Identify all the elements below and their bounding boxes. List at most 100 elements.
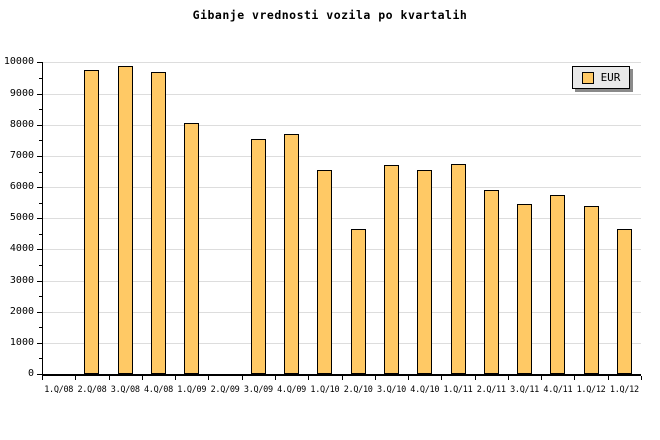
y-axis	[42, 62, 43, 376]
bar-4.Q/09	[284, 134, 300, 374]
x-tick-label-10: 3.Q/10	[376, 385, 406, 395]
x-tick-0	[42, 376, 43, 380]
y-tick-label-7000: 7000	[9, 149, 34, 161]
y-major-tick-4000	[37, 249, 42, 251]
x-tick-label-8: 1.Q/10	[310, 385, 340, 395]
gridline-7000	[43, 155, 641, 157]
bar-1.Q/10	[317, 169, 333, 374]
x-tick-label-12: 1.Q/11	[443, 385, 473, 395]
chart-title: Gibanje vrednosti vozila po kvartalih	[192, 8, 468, 22]
x-tick-13	[474, 376, 476, 380]
x-tick-8	[308, 376, 310, 380]
x-tick-10	[374, 376, 376, 380]
bar-4.Q/10	[417, 169, 433, 374]
y-minor-tick-3500	[39, 264, 42, 266]
x-tick-6	[241, 376, 243, 380]
gridline-4000	[43, 249, 641, 251]
y-minor-tick-500	[39, 358, 42, 360]
bar-3.Q/08	[117, 65, 133, 374]
x-tick-label-0: 1.Q/08	[44, 385, 74, 395]
bar-4.Q/08	[151, 71, 166, 374]
x-tick-label-7: 4.Q/09	[277, 385, 306, 395]
y-major-tick-3000	[37, 280, 42, 282]
y-minor-tick-9500	[39, 78, 42, 79]
y-tick-label-5000: 5000	[9, 212, 34, 224]
y-tick-label-4000: 4000	[9, 243, 34, 255]
bar-1.Q/12	[616, 229, 632, 374]
legend-box: EUR	[572, 66, 630, 89]
x-tick-15	[541, 376, 543, 380]
bar-2.Q/11	[483, 190, 499, 374]
y-tick-label-6000: 6000	[9, 181, 34, 192]
y-tick-label-2000: 2000	[9, 305, 34, 317]
y-minor-tick-7500	[39, 140, 42, 142]
x-tick-label-9: 2.Q/10	[343, 385, 373, 395]
gridline-2000	[43, 311, 641, 313]
gridline-10000	[43, 62, 641, 64]
x-tick-5	[208, 376, 210, 380]
x-axis	[42, 374, 641, 376]
x-tick-12	[441, 376, 443, 380]
y-tick-label-10000: 10000	[3, 56, 34, 68]
x-tick-label-4: 1.Q/09	[177, 385, 207, 395]
bar-2.Q/10	[350, 229, 366, 374]
y-tick-label-9000: 9000	[9, 87, 34, 99]
x-tick-11	[408, 376, 410, 380]
y-major-tick-10000	[37, 62, 42, 64]
y-major-tick-8000	[37, 124, 42, 126]
bar-3.Q/11	[517, 204, 532, 374]
y-minor-tick-6500	[39, 171, 42, 173]
bar-2.Q/08	[84, 70, 100, 374]
y-major-tick-0	[37, 374, 42, 375]
y-major-tick-7000	[37, 155, 42, 157]
legend-label-eur: EUR	[600, 70, 621, 84]
x-tick-9	[341, 376, 343, 380]
y-minor-tick-4500	[39, 233, 42, 235]
gridline-3000	[43, 280, 641, 282]
x-tick-label-13: 2.Q/11	[476, 385, 506, 395]
y-major-tick-1000	[37, 342, 42, 344]
x-tick-label-16: 1.Q/12	[576, 385, 606, 395]
bar-1.Q/12	[583, 205, 599, 374]
bar-3.Q/10	[383, 165, 399, 374]
x-tick-14	[507, 376, 509, 380]
y-tick-label-3000: 3000	[9, 274, 34, 286]
gridline-9000	[43, 93, 641, 95]
y-minor-tick-8500	[39, 109, 42, 111]
x-tick-label-3: 4.Q/08	[143, 385, 173, 395]
bar-1.Q/09	[184, 123, 200, 374]
gridline-5000	[43, 218, 641, 220]
gridline-8000	[43, 124, 641, 126]
x-tick-label-17: 1.Q/12	[609, 385, 639, 395]
x-tick-label-2: 3.Q/08	[110, 385, 140, 395]
x-tick-17	[607, 376, 609, 380]
y-tick-label-1000: 1000	[9, 336, 34, 348]
y-major-tick-2000	[37, 311, 42, 313]
x-tick-2	[108, 376, 110, 380]
legend-swatch-eur	[581, 71, 594, 84]
x-tick-label-6: 3.Q/09	[243, 385, 273, 395]
x-tick-label-5: 2.Q/09	[210, 385, 240, 395]
y-major-tick-9000	[37, 93, 42, 95]
y-minor-tick-2500	[39, 296, 42, 298]
bar-4.Q/11	[550, 194, 566, 374]
x-tick-4	[175, 376, 177, 380]
x-tick-16	[574, 376, 576, 380]
y-minor-tick-1500	[39, 327, 42, 329]
y-minor-tick-5500	[39, 202, 42, 204]
gridline-6000	[43, 187, 641, 188]
bar-3.Q/09	[250, 138, 266, 374]
x-tick-label-11: 4.Q/10	[410, 385, 440, 395]
y-major-tick-6000	[37, 187, 42, 188]
y-tick-label-8000: 8000	[9, 118, 34, 130]
y-tick-label-0: 0	[27, 368, 34, 379]
x-tick-7	[274, 376, 276, 380]
bar-1.Q/11	[450, 163, 466, 374]
x-tick-3	[141, 376, 143, 380]
x-tick-label-1: 2.Q/08	[77, 385, 107, 395]
x-tick-1	[75, 376, 77, 380]
x-tick-label-14: 3.Q/11	[510, 385, 539, 395]
x-tick-label-15: 4.Q/11	[543, 385, 573, 395]
y-major-tick-5000	[37, 218, 42, 220]
